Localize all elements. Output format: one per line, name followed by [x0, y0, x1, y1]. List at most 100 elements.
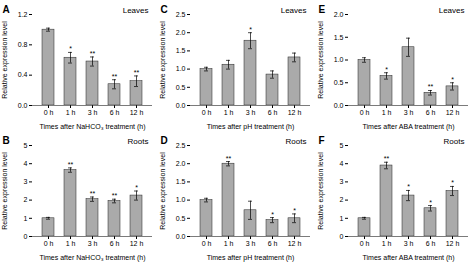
- svg-text:6 h: 6 h: [426, 109, 436, 116]
- svg-text:0 h: 0 h: [44, 240, 54, 247]
- svg-text:1: 1: [24, 215, 28, 222]
- svg-text:12 h: 12 h: [130, 240, 144, 247]
- svg-text:12 h: 12 h: [130, 109, 144, 116]
- svg-text:D: D: [161, 135, 168, 146]
- svg-text:Times after ABA treatment (h): Times after ABA treatment (h): [363, 123, 455, 131]
- svg-text:Roots: Roots: [286, 137, 307, 146]
- svg-text:*: *: [451, 179, 454, 186]
- svg-text:**: **: [384, 155, 390, 162]
- svg-text:Relative expression level: Relative expression level: [159, 21, 167, 99]
- svg-text:1 h: 1 h: [224, 240, 234, 247]
- svg-text:1.5: 1.5: [176, 47, 186, 54]
- svg-text:Leaves: Leaves: [439, 6, 465, 15]
- svg-text:*: *: [451, 76, 454, 83]
- svg-text:Times after NaHCO₃ treatment (: Times after NaHCO₃ treatment (h): [39, 123, 145, 131]
- svg-text:12 h: 12 h: [446, 240, 460, 247]
- svg-text:**: **: [134, 69, 140, 76]
- svg-text:**: **: [428, 83, 434, 90]
- svg-text:3 h: 3 h: [246, 240, 256, 247]
- svg-text:2.0: 2.0: [176, 160, 186, 167]
- svg-text:Times after ABA treatment (h): Times after ABA treatment (h): [363, 254, 455, 262]
- svg-text:1.5: 1.5: [176, 178, 186, 185]
- svg-text:C: C: [161, 4, 168, 15]
- svg-text:0.4: 0.4: [18, 71, 28, 78]
- svg-text:E: E: [319, 4, 326, 15]
- svg-text:12 h: 12 h: [446, 109, 460, 116]
- svg-text:B: B: [3, 135, 10, 146]
- svg-text:2: 2: [24, 196, 28, 203]
- svg-text:3 h: 3 h: [246, 109, 256, 116]
- svg-text:Relative expression level: Relative expression level: [317, 152, 325, 230]
- svg-text:Times after NaHCO₃ treatment (: Times after NaHCO₃ treatment (h): [39, 254, 145, 262]
- svg-text:*: *: [407, 183, 410, 190]
- svg-text:1.2: 1.2: [18, 11, 28, 18]
- svg-text:A: A: [3, 4, 10, 15]
- svg-text:1.5: 1.5: [334, 33, 344, 40]
- svg-text:1 h: 1 h: [66, 109, 76, 116]
- svg-text:6 h: 6 h: [110, 109, 120, 116]
- svg-text:3 h: 3 h: [88, 240, 98, 247]
- svg-text:0 h: 0 h: [360, 240, 370, 247]
- svg-text:1 h: 1 h: [382, 109, 392, 116]
- svg-text:2.0: 2.0: [334, 11, 344, 18]
- svg-text:5: 5: [24, 142, 28, 149]
- svg-text:Times after pH treatment (h): Times after pH treatment (h): [207, 123, 295, 131]
- svg-text:12 h: 12 h: [288, 240, 302, 247]
- svg-text:Leaves: Leaves: [123, 6, 149, 15]
- svg-text:12 h: 12 h: [288, 109, 302, 116]
- svg-text:Roots: Roots: [128, 137, 149, 146]
- svg-text:1.0: 1.0: [334, 56, 344, 63]
- svg-text:3 h: 3 h: [88, 109, 98, 116]
- svg-text:3 h: 3 h: [404, 109, 414, 116]
- svg-text:Roots: Roots: [444, 137, 465, 146]
- svg-text:**: **: [90, 190, 96, 197]
- svg-text:Relative expression level: Relative expression level: [317, 21, 325, 99]
- svg-text:4: 4: [24, 160, 28, 167]
- svg-text:*: *: [429, 199, 432, 206]
- svg-text:**: **: [112, 73, 118, 80]
- svg-text:0 h: 0 h: [360, 109, 370, 116]
- svg-text:6 h: 6 h: [268, 109, 278, 116]
- svg-text:1 h: 1 h: [224, 109, 234, 116]
- svg-text:3: 3: [24, 178, 28, 185]
- svg-text:6 h: 6 h: [110, 240, 120, 247]
- svg-text:0: 0: [24, 233, 28, 240]
- svg-text:0.0: 0.0: [176, 102, 186, 109]
- svg-text:2.5: 2.5: [176, 142, 186, 149]
- svg-text:3 h: 3 h: [404, 240, 414, 247]
- svg-text:*: *: [69, 45, 72, 52]
- svg-text:*: *: [385, 66, 388, 73]
- svg-text:*: *: [293, 207, 296, 214]
- svg-text:F: F: [319, 135, 325, 146]
- svg-text:Relative expression level: Relative expression level: [1, 21, 9, 99]
- svg-text:**: **: [226, 155, 232, 162]
- svg-text:0.5: 0.5: [176, 215, 186, 222]
- svg-text:1: 1: [340, 215, 344, 222]
- svg-text:4: 4: [340, 160, 344, 167]
- svg-text:1.0: 1.0: [176, 196, 186, 203]
- svg-text:0.5: 0.5: [176, 84, 186, 91]
- svg-text:**: **: [112, 192, 118, 199]
- svg-text:**: **: [68, 161, 74, 168]
- svg-text:0.0: 0.0: [334, 102, 344, 109]
- svg-text:*: *: [271, 211, 274, 218]
- svg-text:1 h: 1 h: [66, 240, 76, 247]
- svg-text:6 h: 6 h: [426, 240, 436, 247]
- svg-text:1.0: 1.0: [176, 65, 186, 72]
- svg-text:*: *: [249, 26, 252, 33]
- svg-text:3: 3: [340, 178, 344, 185]
- svg-text:2.0: 2.0: [176, 29, 186, 36]
- svg-text:0 h: 0 h: [202, 109, 212, 116]
- svg-text:0.0: 0.0: [176, 233, 186, 240]
- svg-text:0.8: 0.8: [18, 41, 28, 48]
- svg-text:Times after pH treatment (h): Times after pH treatment (h): [207, 254, 295, 262]
- svg-text:Relative expression level: Relative expression level: [1, 152, 9, 230]
- svg-text:**: **: [90, 50, 96, 57]
- svg-text:6 h: 6 h: [268, 240, 278, 247]
- svg-text:Leaves: Leaves: [281, 6, 307, 15]
- svg-text:0.0: 0.0: [18, 102, 28, 109]
- svg-text:2: 2: [340, 196, 344, 203]
- svg-text:5: 5: [340, 142, 344, 149]
- svg-text:0: 0: [340, 233, 344, 240]
- svg-text:*: *: [135, 184, 138, 191]
